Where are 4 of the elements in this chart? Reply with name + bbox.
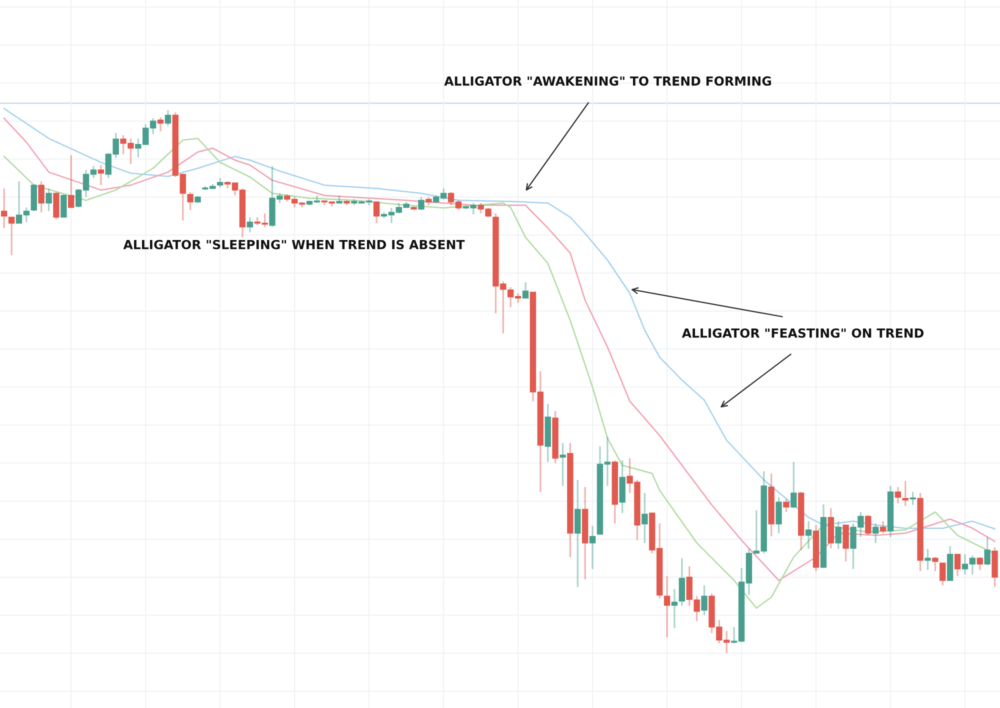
text: ALLIGATOR "AWAKENING" TO TREND FORMING [444, 76, 771, 86]
candlestick [60, 194, 67, 218]
annotation: ALLIGATOR "FEASTING" ON TREND [682, 328, 924, 338]
annotation: ALLIGATOR "SLEEPING" WHEN TREND IS ABSENT [123, 240, 465, 250]
